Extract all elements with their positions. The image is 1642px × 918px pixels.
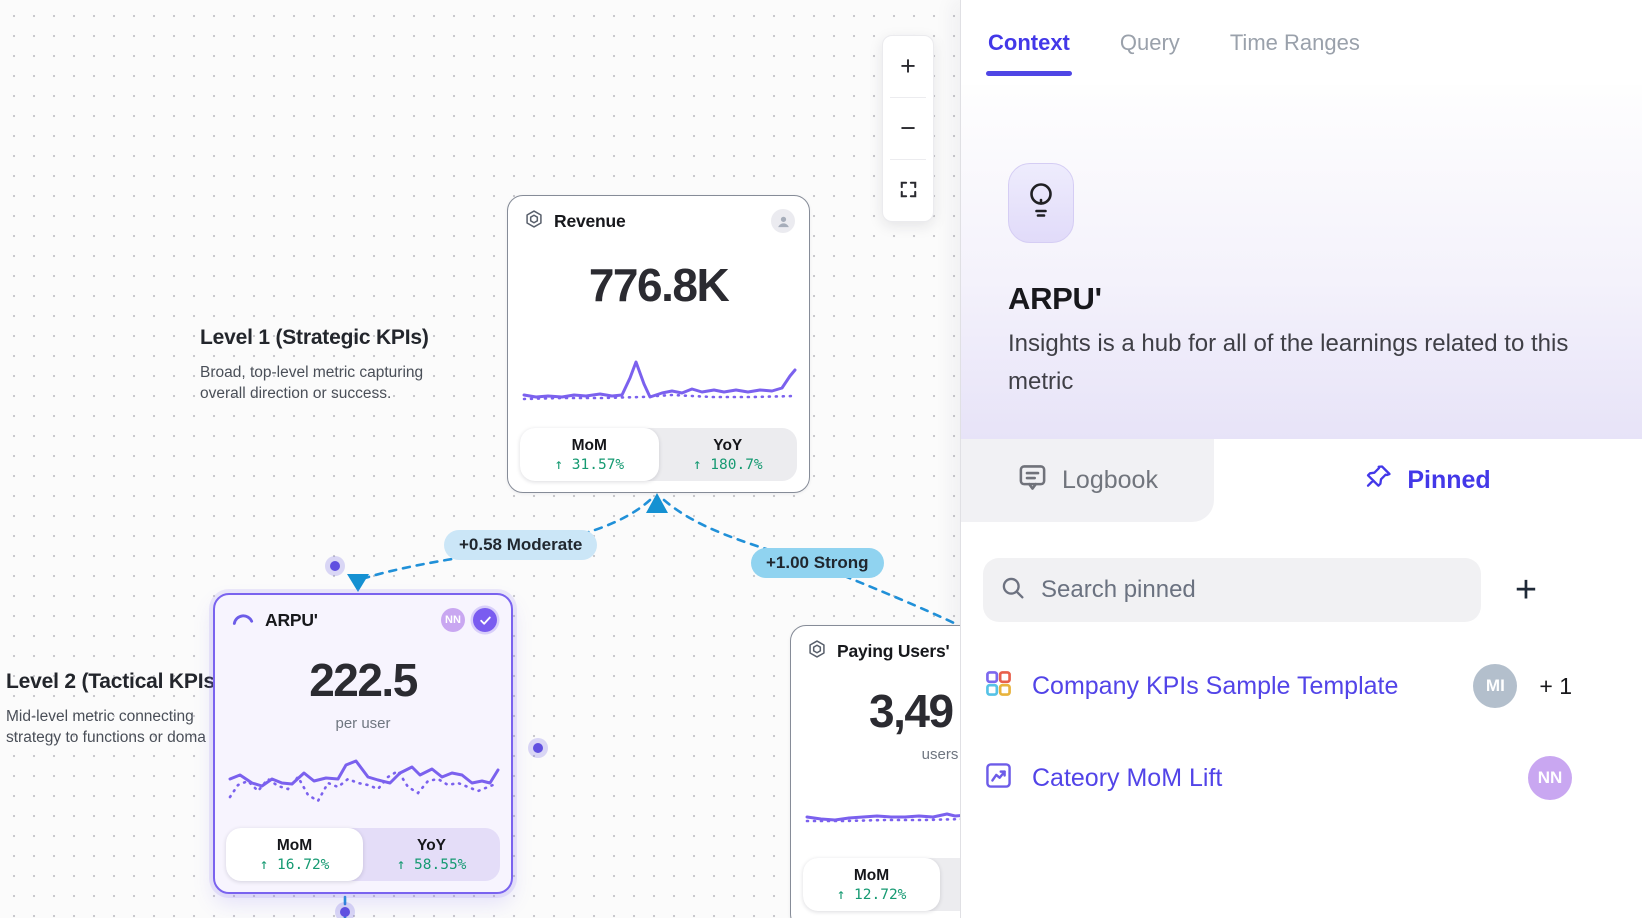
logbook-icon xyxy=(1017,462,1048,500)
metric-node-paying-users[interactable]: Paying Users' 3,49 users MoM ↑ 12.72% xyxy=(790,625,960,918)
collaborator-count: + 1 xyxy=(1539,672,1572,699)
level-1-desc-line2: overall direction or success. xyxy=(200,385,392,402)
pinned-item-label: Cateory MoM Lift xyxy=(1032,763,1223,792)
pinned-item-template[interactable]: Company KPIs Sample Template MI + 1 xyxy=(983,660,1572,712)
verified-check-icon xyxy=(473,608,497,632)
handle-arpu-top[interactable] xyxy=(330,561,340,571)
avatar-mi: MI xyxy=(1473,664,1518,708)
node-sparkline xyxy=(522,360,797,401)
yoy-value: 58.55% xyxy=(414,856,467,873)
details-panel: Context Query Time Ranges ARPU' Insights… xyxy=(960,0,1642,918)
subtab-pinned[interactable]: Pinned xyxy=(1214,439,1642,522)
yoy-label: YoY xyxy=(417,836,446,854)
node-value: 3,49 xyxy=(869,685,954,737)
fullscreen-icon xyxy=(899,175,918,206)
mom-value: 31.57% xyxy=(571,456,625,473)
search-icon xyxy=(999,574,1027,607)
divider xyxy=(890,97,926,98)
level-1-desc-line1: Broad, top-level metric capturing xyxy=(200,364,424,381)
subtab-logbook-label: Logbook xyxy=(1062,466,1158,494)
yoy-value: 180.7% xyxy=(710,456,763,473)
metric-hero: ARPU' Insights is a hub for all of the l… xyxy=(961,85,1642,439)
node-value: 222.5 xyxy=(309,654,418,706)
level-2-annotation: Level 2 (Tactical KPIs Mid-level metric … xyxy=(6,670,236,748)
level-2-desc-line2: strategy to functions or doma xyxy=(6,729,206,746)
yoy-label: YoY xyxy=(713,436,743,454)
search-box xyxy=(983,558,1481,622)
mom-arrow: ↑ xyxy=(259,856,269,873)
yoy-arrow: ↑ xyxy=(692,456,702,473)
search-pinned-input[interactable] xyxy=(1041,576,1465,604)
node-title: Paying Users' xyxy=(837,640,950,661)
mom-value: 12.72% xyxy=(854,886,907,903)
node-title: Revenue xyxy=(554,210,626,231)
lightbulb-icon xyxy=(1024,180,1058,227)
tab-context[interactable]: Context xyxy=(986,24,1072,76)
subtab-logbook[interactable]: Logbook xyxy=(961,439,1214,522)
metric-node-revenue[interactable]: Revenue 776.8K MoM ↑ 31.57% xyxy=(507,195,810,493)
level-2-title: Level 2 (Tactical KPIs xyxy=(6,670,215,693)
zoom-in-button[interactable]: + xyxy=(883,36,933,97)
node-unit: per user xyxy=(335,715,391,732)
owner-badge: NN xyxy=(441,608,465,632)
mom-label: MoM xyxy=(276,836,313,854)
template-grid-icon xyxy=(983,668,1014,704)
owner-avatar-icon xyxy=(771,209,795,233)
arrowhead-into-revenue xyxy=(646,493,668,513)
pushpin-icon xyxy=(1365,463,1393,498)
metric-title: ARPU' xyxy=(1008,281,1102,316)
metric-node-arpu[interactable]: ARPU' NN 222.5 per user MoM xyxy=(213,593,513,894)
avatar-nn: NN xyxy=(1528,756,1572,800)
level-2-desc-line1: Mid-level metric connecting xyxy=(6,708,194,725)
mom-value: 16.72% xyxy=(277,856,330,873)
mom-arrow: ↑ xyxy=(554,456,564,473)
line-chart-icon xyxy=(983,760,1014,796)
pinned-item-chart[interactable]: Cateory MoM Lift NN xyxy=(983,752,1572,804)
yoy-toggle[interactable]: YoY ↑ 180.7% xyxy=(659,428,798,481)
zoom-out-button[interactable]: − xyxy=(883,98,933,159)
yoy-toggle[interactable] xyxy=(940,858,960,911)
node-title: ARPU' xyxy=(265,609,318,630)
arrowhead-into-arpu xyxy=(347,574,369,592)
add-pinned-button[interactable]: + xyxy=(1498,558,1554,622)
mom-arrow: ↑ xyxy=(836,886,846,903)
mom-label: MoM xyxy=(853,866,890,884)
pinned-search-row: + xyxy=(961,522,1642,642)
yoy-arrow: ↑ xyxy=(396,856,406,873)
hexagon-metric-icon xyxy=(807,639,827,664)
level-1-title: Level 1 (Strategic KPIs) xyxy=(200,326,429,349)
fit-view-button[interactable] xyxy=(883,160,933,221)
arc-metric-icon xyxy=(231,608,255,633)
mom-toggle[interactable]: MoM ↑ 12.72% xyxy=(803,858,940,911)
panel-tab-bar: Context Query Time Ranges xyxy=(961,0,1642,85)
tab-time-ranges[interactable]: Time Ranges xyxy=(1229,29,1360,55)
mom-label: MoM xyxy=(571,436,607,454)
mom-toggle[interactable]: MoM ↑ 16.72% xyxy=(226,828,363,881)
handle-arpu-right[interactable] xyxy=(533,743,543,753)
canvas-zoom-controls: + − xyxy=(882,35,934,222)
mom-toggle[interactable]: MoM ↑ 31.57% xyxy=(520,428,659,481)
pinned-item-label: Company KPIs Sample Template xyxy=(1032,671,1399,700)
edge-label-strong[interactable]: +1.00 Strong xyxy=(751,548,884,578)
handle-arpu-bottom[interactable] xyxy=(340,907,350,917)
tab-query[interactable]: Query xyxy=(1119,29,1180,55)
level-1-annotation: Level 1 (Strategic KPIs) Broad, top-leve… xyxy=(200,326,450,404)
node-sparkline xyxy=(805,812,960,823)
node-unit: users xyxy=(921,746,959,763)
node-sparkline xyxy=(228,759,500,803)
insight-tile[interactable] xyxy=(1008,163,1074,243)
hexagon-metric-icon xyxy=(524,209,544,234)
metric-description: Insights is a hub for all of the learnin… xyxy=(1008,330,1569,395)
metric-tree-canvas[interactable]: Level 1 (Strategic KPIs) Broad, top-leve… xyxy=(0,0,960,918)
yoy-toggle[interactable]: YoY ↑ 58.55% xyxy=(363,828,500,881)
subtab-pinned-label: Pinned xyxy=(1407,466,1491,494)
edge-label-moderate[interactable]: +0.58 Moderate xyxy=(444,530,598,560)
panel-subtabs: Logbook Pinned xyxy=(961,439,1642,522)
divider xyxy=(890,159,926,160)
node-value: 776.8K xyxy=(588,259,730,311)
